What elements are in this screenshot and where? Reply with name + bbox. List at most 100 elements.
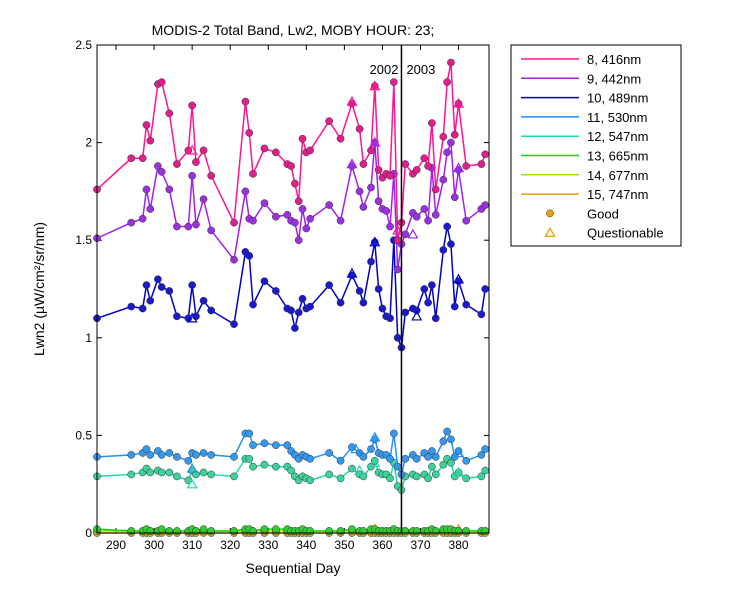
good-point <box>359 527 368 535</box>
good-point <box>359 203 368 211</box>
good-point <box>325 281 334 289</box>
legend: 8, 416nm 9, 442nm 10, 489nm 11, 530nm 12, 54… <box>510 44 682 247</box>
good-point <box>431 185 440 194</box>
series-12-547nm <box>93 454 490 494</box>
good-point <box>447 435 455 444</box>
good-point <box>142 121 151 129</box>
legend-label: 13, 665nm <box>587 149 648 164</box>
good-point <box>173 160 181 168</box>
x-tick-label: 370 <box>410 538 430 552</box>
x-tick-label: 320 <box>220 538 240 552</box>
legend-marker-questionable <box>544 226 556 237</box>
series-9-442nm <box>93 136 490 274</box>
good-point <box>462 162 471 170</box>
good-point <box>481 445 490 453</box>
good-point <box>348 525 356 533</box>
good-point <box>367 445 375 453</box>
good-point <box>367 146 375 155</box>
good-point <box>439 460 448 469</box>
good-point <box>260 525 269 533</box>
good-point <box>443 427 451 436</box>
y-tick-label: 0 <box>85 526 92 540</box>
good-point <box>272 441 280 450</box>
good-point <box>306 476 314 485</box>
questionable-point <box>453 97 465 108</box>
good-point <box>336 527 345 535</box>
good-point <box>359 298 368 307</box>
good-point <box>428 447 436 455</box>
good-point <box>481 201 490 209</box>
good-point <box>165 109 174 118</box>
good-point <box>462 456 471 465</box>
good-point <box>188 101 196 110</box>
good-point <box>157 451 166 459</box>
good-point <box>157 468 166 477</box>
good-point <box>412 166 421 174</box>
good-point <box>325 117 334 125</box>
series-line <box>96 62 486 241</box>
questionable-point <box>186 478 198 489</box>
good-point <box>157 168 166 176</box>
good-point <box>260 439 269 448</box>
good-point <box>249 300 257 309</box>
good-point <box>184 456 193 465</box>
good-point <box>462 527 471 535</box>
good-point <box>462 216 471 225</box>
good-point <box>272 212 280 221</box>
y-tick-label: 1.5 <box>75 233 92 247</box>
legend-label: Questionable <box>587 226 664 241</box>
good-point <box>439 437 448 446</box>
good-point <box>336 456 345 465</box>
good-point <box>199 146 208 155</box>
good-point <box>462 474 471 483</box>
good-point <box>146 451 155 459</box>
good-point <box>283 441 292 450</box>
good-point <box>393 236 402 245</box>
y-tick-label: 1 <box>85 331 92 345</box>
good-point <box>207 306 216 315</box>
good-point <box>165 449 174 457</box>
good-point <box>272 287 280 295</box>
good-point <box>454 527 463 535</box>
good-point <box>287 466 295 475</box>
good-point <box>173 472 181 481</box>
good-point <box>336 298 345 307</box>
good-point <box>481 527 490 535</box>
y-tick-label: 2.5 <box>75 38 92 52</box>
good-point <box>367 183 375 192</box>
good-point <box>298 134 307 143</box>
good-point <box>207 226 216 235</box>
good-point <box>374 166 383 174</box>
good-point <box>260 199 269 207</box>
good-point <box>241 97 250 106</box>
questionable-point <box>369 456 381 467</box>
good-point <box>157 283 166 291</box>
questionable-point <box>346 95 358 106</box>
good-point <box>481 285 490 293</box>
good-point <box>443 78 451 86</box>
good-point <box>230 527 238 535</box>
good-point <box>450 193 459 202</box>
good-point <box>412 212 421 221</box>
good-point <box>462 300 471 309</box>
legend-label: 14, 677nm <box>587 168 648 183</box>
good-point <box>428 462 436 471</box>
good-point <box>367 257 375 266</box>
x-tick-label: 360 <box>372 538 392 552</box>
good-point <box>127 451 136 459</box>
good-point <box>249 441 257 450</box>
good-point <box>127 154 136 163</box>
good-point <box>306 302 314 311</box>
good-point <box>245 251 254 260</box>
good-point <box>291 324 299 332</box>
questionable-point <box>453 162 465 173</box>
good-point <box>424 216 432 225</box>
good-point <box>165 287 174 295</box>
good-point <box>420 205 429 213</box>
good-point <box>336 216 345 225</box>
good-point <box>393 265 402 274</box>
good-point <box>336 474 345 483</box>
good-point <box>477 310 486 319</box>
good-point <box>272 148 280 157</box>
good-point <box>294 197 303 206</box>
